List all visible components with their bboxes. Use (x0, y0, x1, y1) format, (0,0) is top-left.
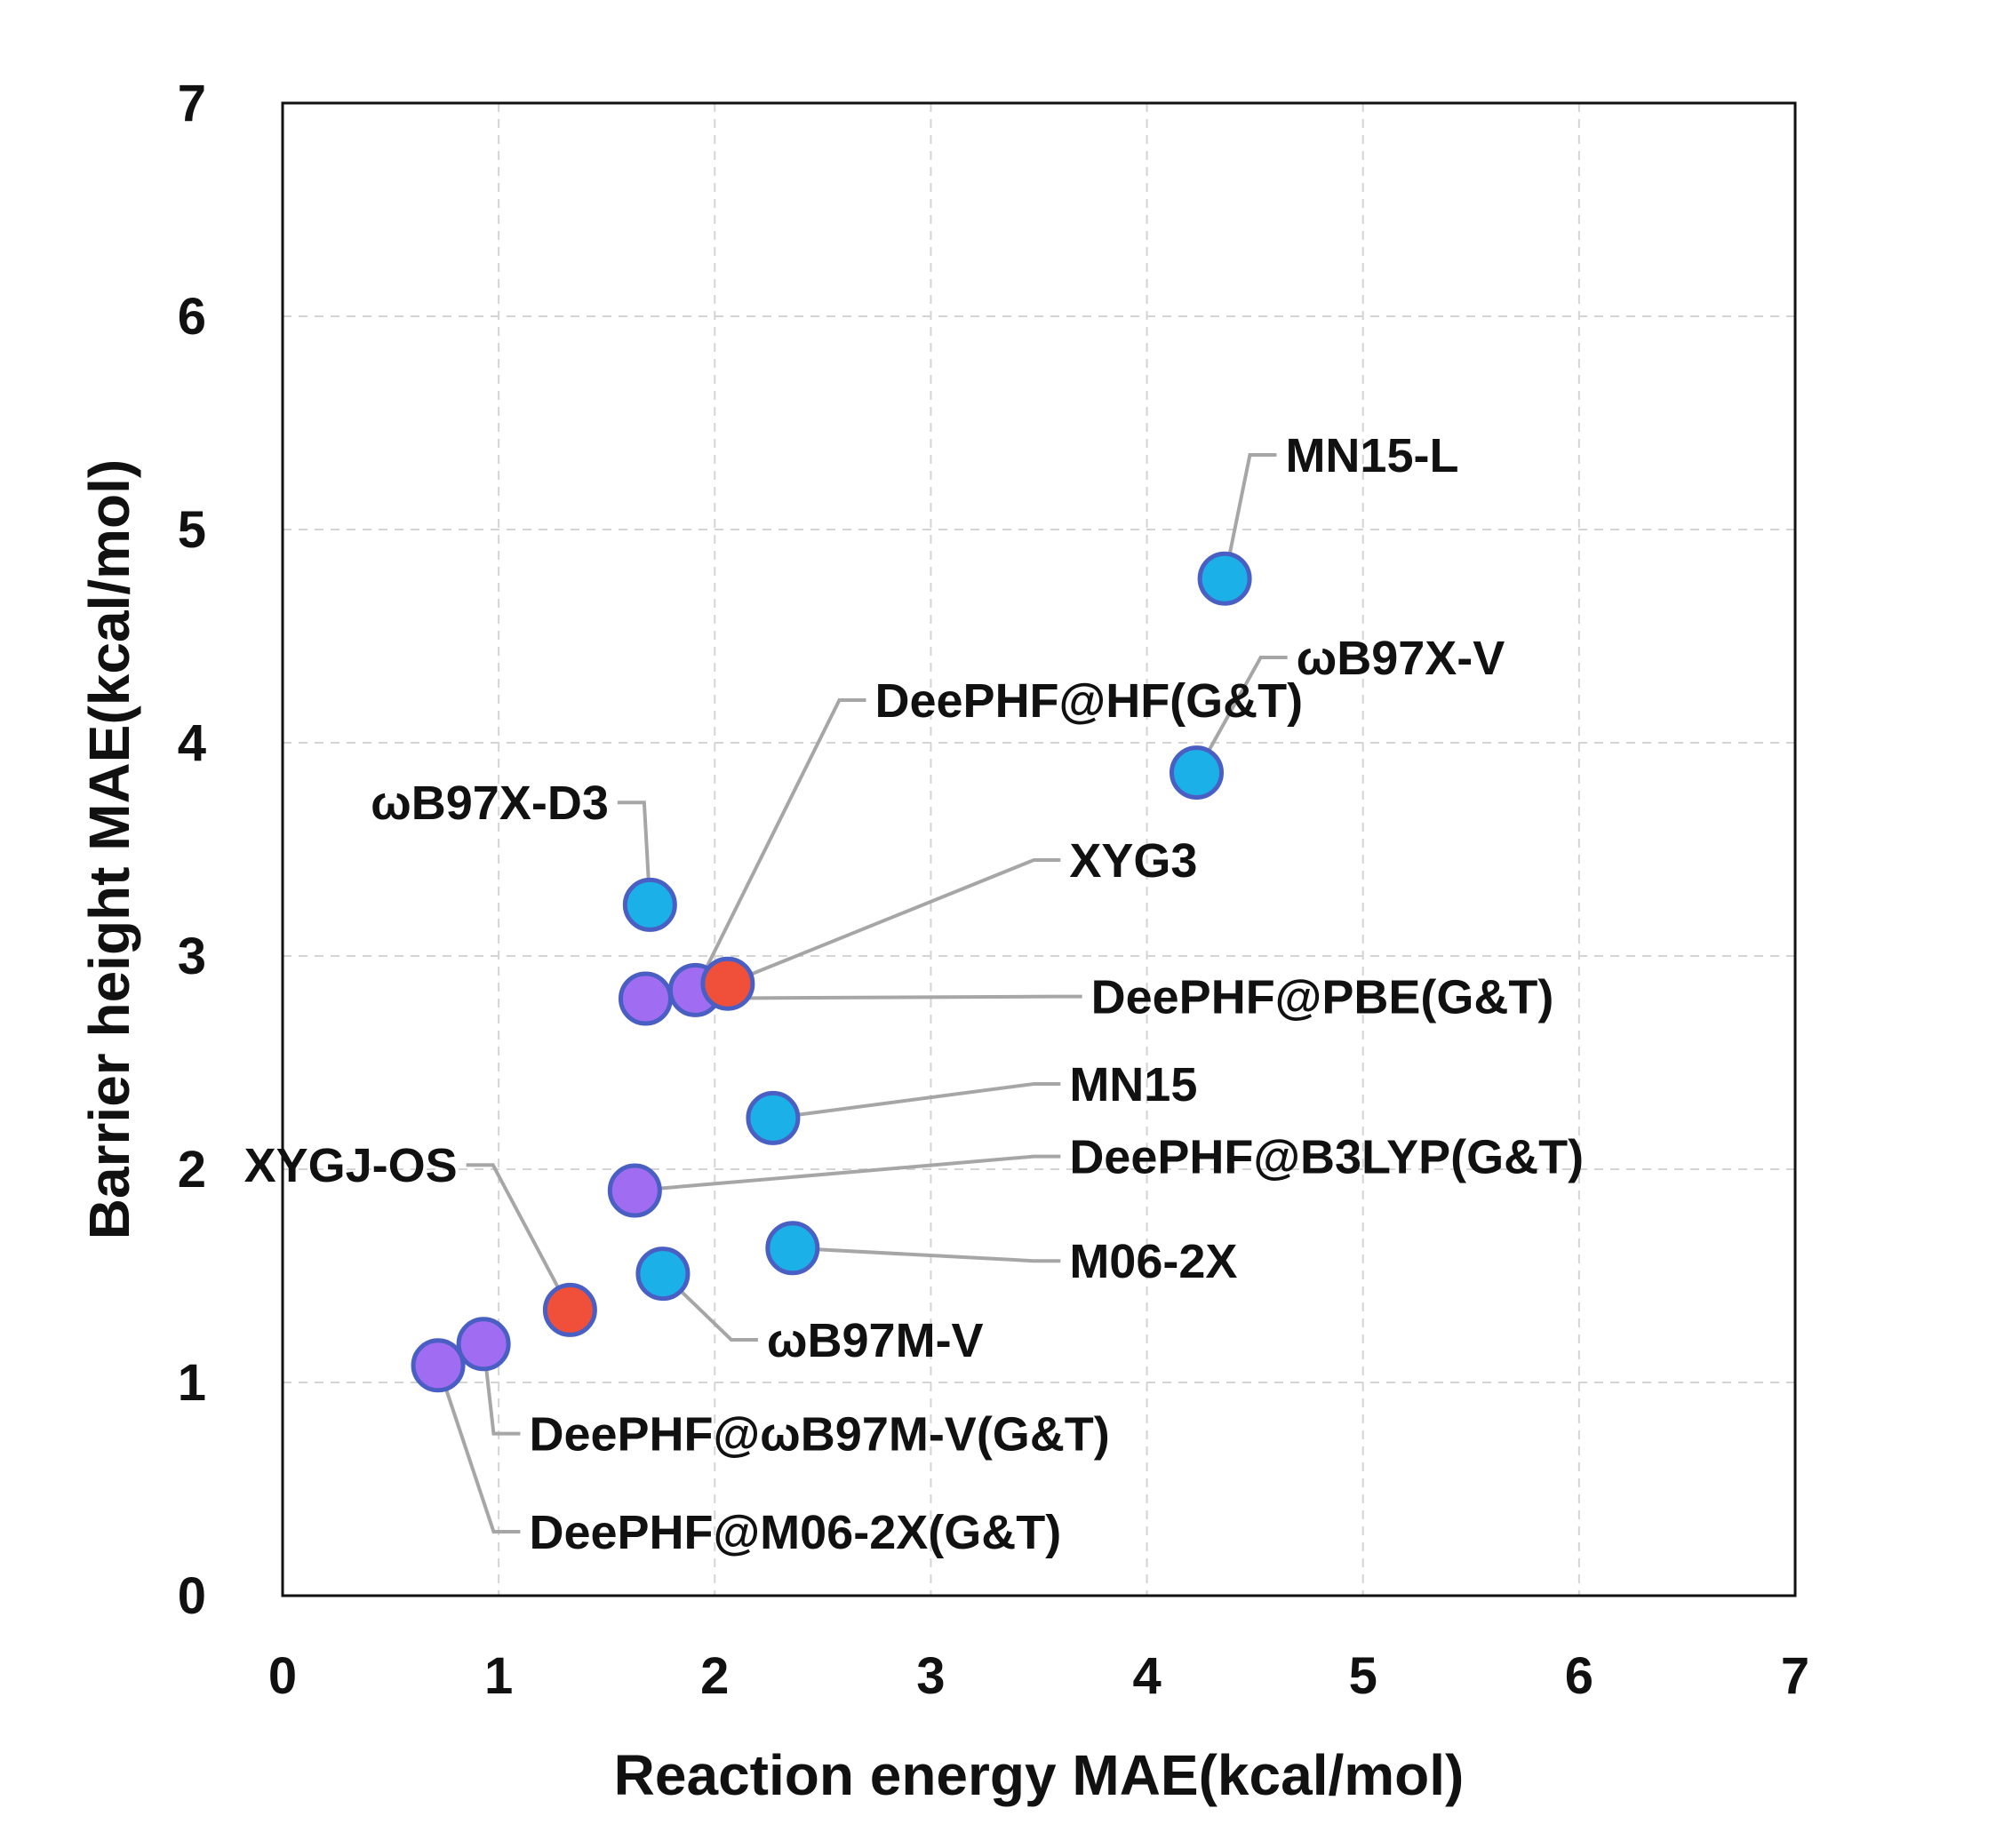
leader-line (436, 1365, 521, 1533)
leader-line (617, 801, 652, 905)
y-tick-label: 1 (178, 1354, 206, 1412)
leader-line (482, 1343, 521, 1436)
data-point (1169, 745, 1224, 801)
leader-lines (436, 453, 1288, 1533)
data-point (607, 1163, 662, 1218)
point-label: XYGJ-OS (244, 1139, 458, 1192)
point-label: DeePHF@M06-2X(G&T) (529, 1506, 1061, 1559)
data-point (635, 1247, 691, 1302)
leader-line (1194, 656, 1288, 774)
leader-line (635, 1154, 1061, 1192)
data-point (1197, 551, 1252, 606)
data-point (622, 877, 677, 932)
point-label: M06-2X (1069, 1235, 1237, 1288)
data-point (700, 956, 755, 1011)
point-label: ωB97X-D3 (371, 777, 609, 830)
point-label: DeePHF@B3LYP(G&T) (1069, 1131, 1584, 1184)
data-point (746, 1090, 801, 1145)
leader-line (645, 994, 1082, 1000)
data-point (618, 971, 673, 1026)
y-tick-label: 5 (178, 501, 206, 559)
y-tick-label: 6 (178, 288, 206, 346)
point-label: DeePHF@HF(G&T) (874, 674, 1303, 728)
y-tick-label: 2 (178, 1141, 206, 1199)
data-point (542, 1282, 597, 1337)
x-axis-title: Reaction energy MAE(kcal/mol) (614, 1743, 1465, 1807)
plot-frame (281, 101, 1797, 1597)
x-tick-label: 4 (1132, 1647, 1161, 1705)
x-tick-labels: 0 1 2 3 4 5 6 7 (268, 1647, 1809, 1705)
y-tick-label: 4 (178, 714, 206, 772)
leader-line (772, 1082, 1061, 1120)
point-label: MN15-L (1285, 429, 1458, 482)
x-tick-label: 1 (484, 1647, 513, 1705)
leader-line (792, 1246, 1061, 1263)
leader-line (661, 1272, 758, 1342)
leader-line (727, 858, 1061, 986)
x-tick-label: 7 (1781, 1647, 1809, 1705)
point-label: DeePHF@ωB97M-V(G&T) (529, 1408, 1109, 1462)
y-tick-label: 0 (178, 1567, 206, 1625)
grid-lines (283, 103, 1795, 1596)
data-point (765, 1221, 820, 1276)
data-point (411, 1338, 466, 1393)
leader-line (1223, 453, 1277, 579)
point-label: ωB97M-V (767, 1314, 984, 1367)
x-tick-label: 6 (1565, 1647, 1593, 1705)
leader-line (466, 1163, 572, 1311)
y-tick-labels: 0 1 2 3 4 5 6 7 (178, 75, 206, 1625)
point-label: ωB97X-V (1297, 632, 1505, 685)
y-axis-title: Barrier height MAE(kcal/mol) (77, 459, 141, 1239)
x-tick-label: 2 (700, 1647, 729, 1705)
y-tick-label: 7 (178, 75, 206, 132)
data-points (411, 551, 1252, 1393)
leader-line (693, 698, 866, 992)
point-label: DeePHF@PBE(G&T) (1091, 971, 1554, 1024)
x-tick-label: 0 (268, 1647, 297, 1705)
x-tick-label: 5 (1349, 1647, 1377, 1705)
y-tick-label: 3 (178, 928, 206, 985)
point-label: MN15 (1069, 1058, 1197, 1111)
point-label: XYG3 (1069, 834, 1197, 888)
data-point (456, 1317, 511, 1372)
x-tick-label: 3 (916, 1647, 945, 1705)
